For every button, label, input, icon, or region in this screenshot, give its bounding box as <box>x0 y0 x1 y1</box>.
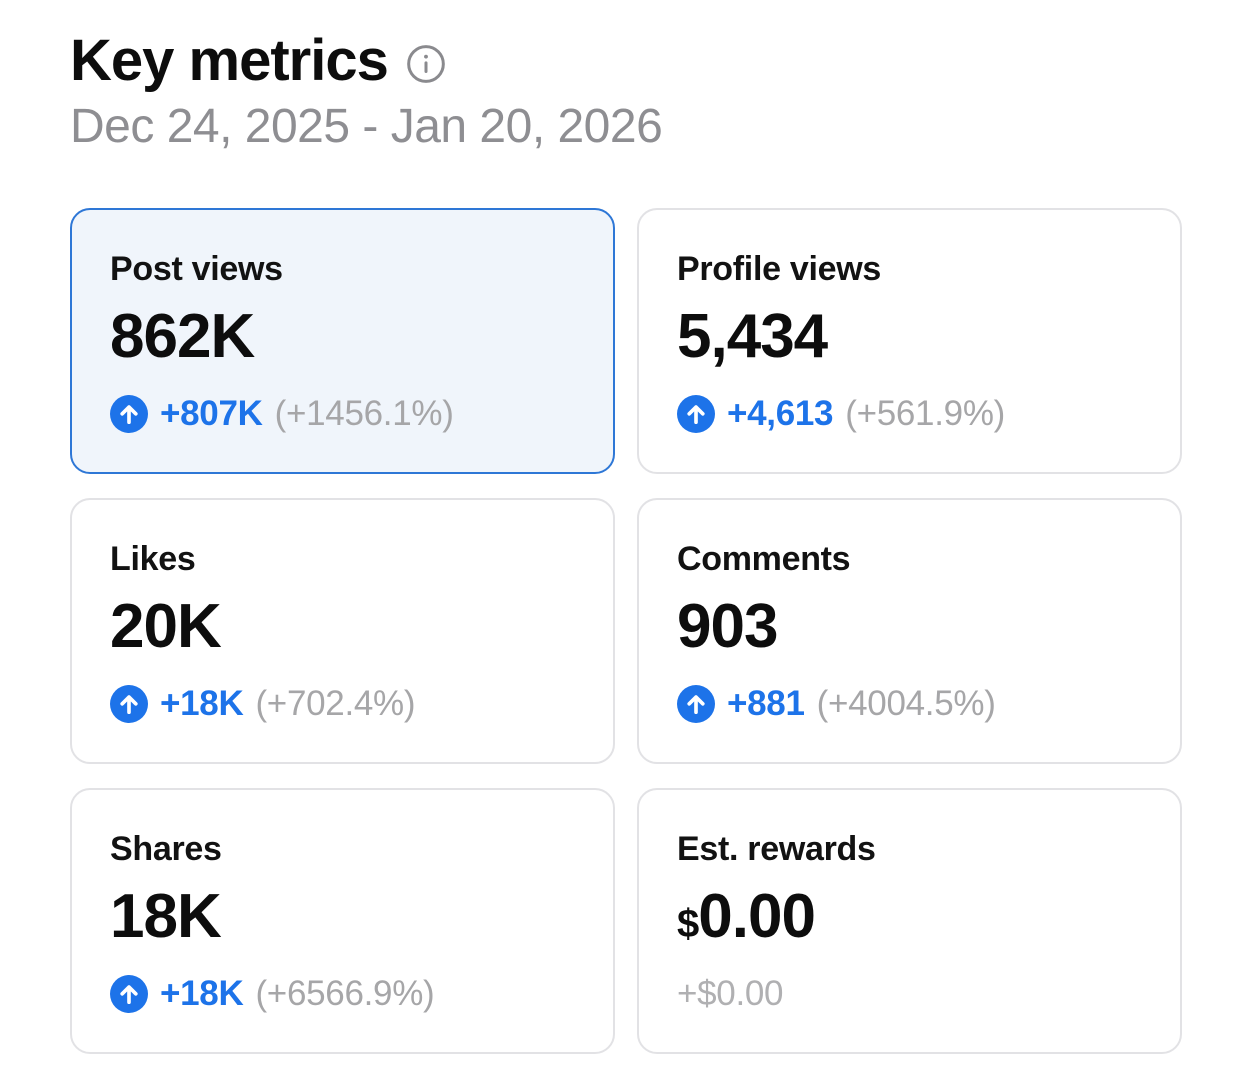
metric-change-row: +$0.00 <box>677 974 1142 1014</box>
metric-change-percent: (+4004.5%) <box>816 684 996 723</box>
metric-value: 5,434 <box>677 302 828 371</box>
info-circle-icon[interactable] <box>406 44 446 84</box>
metric-change-percent: (+561.9%) <box>845 394 1005 433</box>
metric-label: Likes <box>110 540 196 578</box>
metric-value: 903 <box>677 592 778 661</box>
metric-change-value: +18K <box>160 974 244 1013</box>
metric-change-value: +807K <box>160 394 263 433</box>
metric-change-percent: (+702.4%) <box>255 684 416 723</box>
metric-value: 862K <box>110 302 255 371</box>
metrics-grid: Post views 862K +807K (+1456.1%) Profile… <box>70 208 1182 1054</box>
metric-change-row: +807K (+1456.1%) <box>110 394 575 434</box>
metric-label: Shares <box>110 830 222 868</box>
metric-value: 20K <box>110 592 222 661</box>
metric-change-value: +881 <box>727 684 805 723</box>
metric-value-number: 0.00 <box>698 882 816 951</box>
metric-value: $0.00 <box>677 884 1142 957</box>
metric-change-value: +18K <box>160 684 244 723</box>
metric-label: Est. rewards <box>677 830 876 868</box>
metric-card-profile-views[interactable]: Profile views 5,434 +4,613 (+561.9%) <box>637 208 1182 474</box>
metric-change-percent: (+6566.9%) <box>255 974 435 1013</box>
page-title: Key metrics <box>70 28 389 93</box>
metric-change-row: +881 (+4004.5%) <box>677 684 1142 724</box>
date-range: Dec 24, 2025 - Jan 20, 2026 <box>70 100 663 153</box>
metric-card-likes[interactable]: Likes 20K +18K (+702.4%) <box>70 498 615 764</box>
currency-prefix: $ <box>677 902 699 946</box>
increase-arrow-icon <box>110 395 148 433</box>
metric-change-row: +18K (+6566.9%) <box>110 974 575 1014</box>
metric-change-percent: (+1456.1%) <box>274 394 454 433</box>
increase-arrow-icon <box>110 975 148 1013</box>
metric-card-shares[interactable]: Shares 18K +18K (+6566.9%) <box>70 788 615 1054</box>
metric-change-value: +4,613 <box>727 394 834 433</box>
metric-card-comments[interactable]: Comments 903 +881 (+4004.5%) <box>637 498 1182 764</box>
metric-change-row: +4,613 (+561.9%) <box>677 394 1142 434</box>
increase-arrow-icon <box>677 395 715 433</box>
metric-change-row: +18K (+702.4%) <box>110 684 575 724</box>
metric-change-value: +$0.00 <box>677 974 784 1013</box>
metric-value: 18K <box>110 882 222 951</box>
key-metrics-panel: Key metrics Dec 24, 2025 - Jan 20, 2026 … <box>70 26 1182 1054</box>
metric-card-post-views[interactable]: Post views 862K +807K (+1456.1%) <box>70 208 615 474</box>
metric-label: Comments <box>677 540 851 578</box>
metric-label: Profile views <box>677 250 881 288</box>
increase-arrow-icon <box>677 685 715 723</box>
increase-arrow-icon <box>110 685 148 723</box>
header: Key metrics <box>70 26 1182 96</box>
metric-label: Post views <box>110 250 283 288</box>
metric-card-est-rewards[interactable]: Est. rewards $0.00 +$0.00 <box>637 788 1182 1054</box>
